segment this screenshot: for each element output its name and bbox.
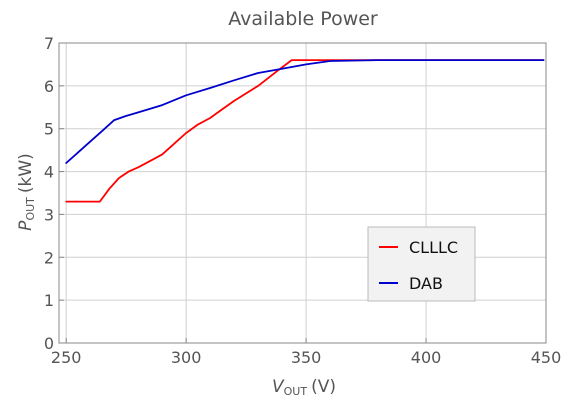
y-axis-label: POUT (kW) [16,153,37,231]
legend-box [367,226,476,302]
y-tick-label: 6 [44,77,54,96]
y-tick-label: 1 [44,291,54,310]
y-tick-label: 4 [44,163,54,182]
axis-ticks: 0 1 2 3 4 5 6 7 250 300 350 400 450 [44,34,561,367]
x-tick-label: 450 [531,348,562,367]
x-tick-label: 300 [171,348,202,367]
series-layer [65,59,545,203]
y-axis-label-unit: (kW) [16,153,36,193]
chart-title: Available Power [228,8,378,30]
x-axis-label-unit: (V) [311,377,336,397]
legend-label-dab: DAB [409,274,443,293]
y-tick-label: 5 [44,120,54,139]
x-axis-label-main: V [272,377,285,397]
plot-frame [58,42,547,344]
x-tick-label: 350 [291,348,322,367]
legend-label-clllc: CLLLC [409,238,458,257]
x-axis-label-sub: OUT [284,385,308,398]
y-tick-label: 0 [44,334,54,353]
series-line-clllc [65,59,545,203]
y-axis-label-main: P [16,220,36,231]
legend: CLLLC DAB [367,226,476,302]
y-tick-label: 7 [44,34,54,53]
series-line-dab [65,59,545,164]
y-tick-label: 2 [44,248,54,267]
y-axis-label-sub: OUT [24,197,37,221]
x-tick-label: 250 [51,348,82,367]
x-axis-label: VOUT (V) [272,377,336,398]
x-tick-label: 400 [411,348,442,367]
y-tick-label: 3 [44,205,54,224]
